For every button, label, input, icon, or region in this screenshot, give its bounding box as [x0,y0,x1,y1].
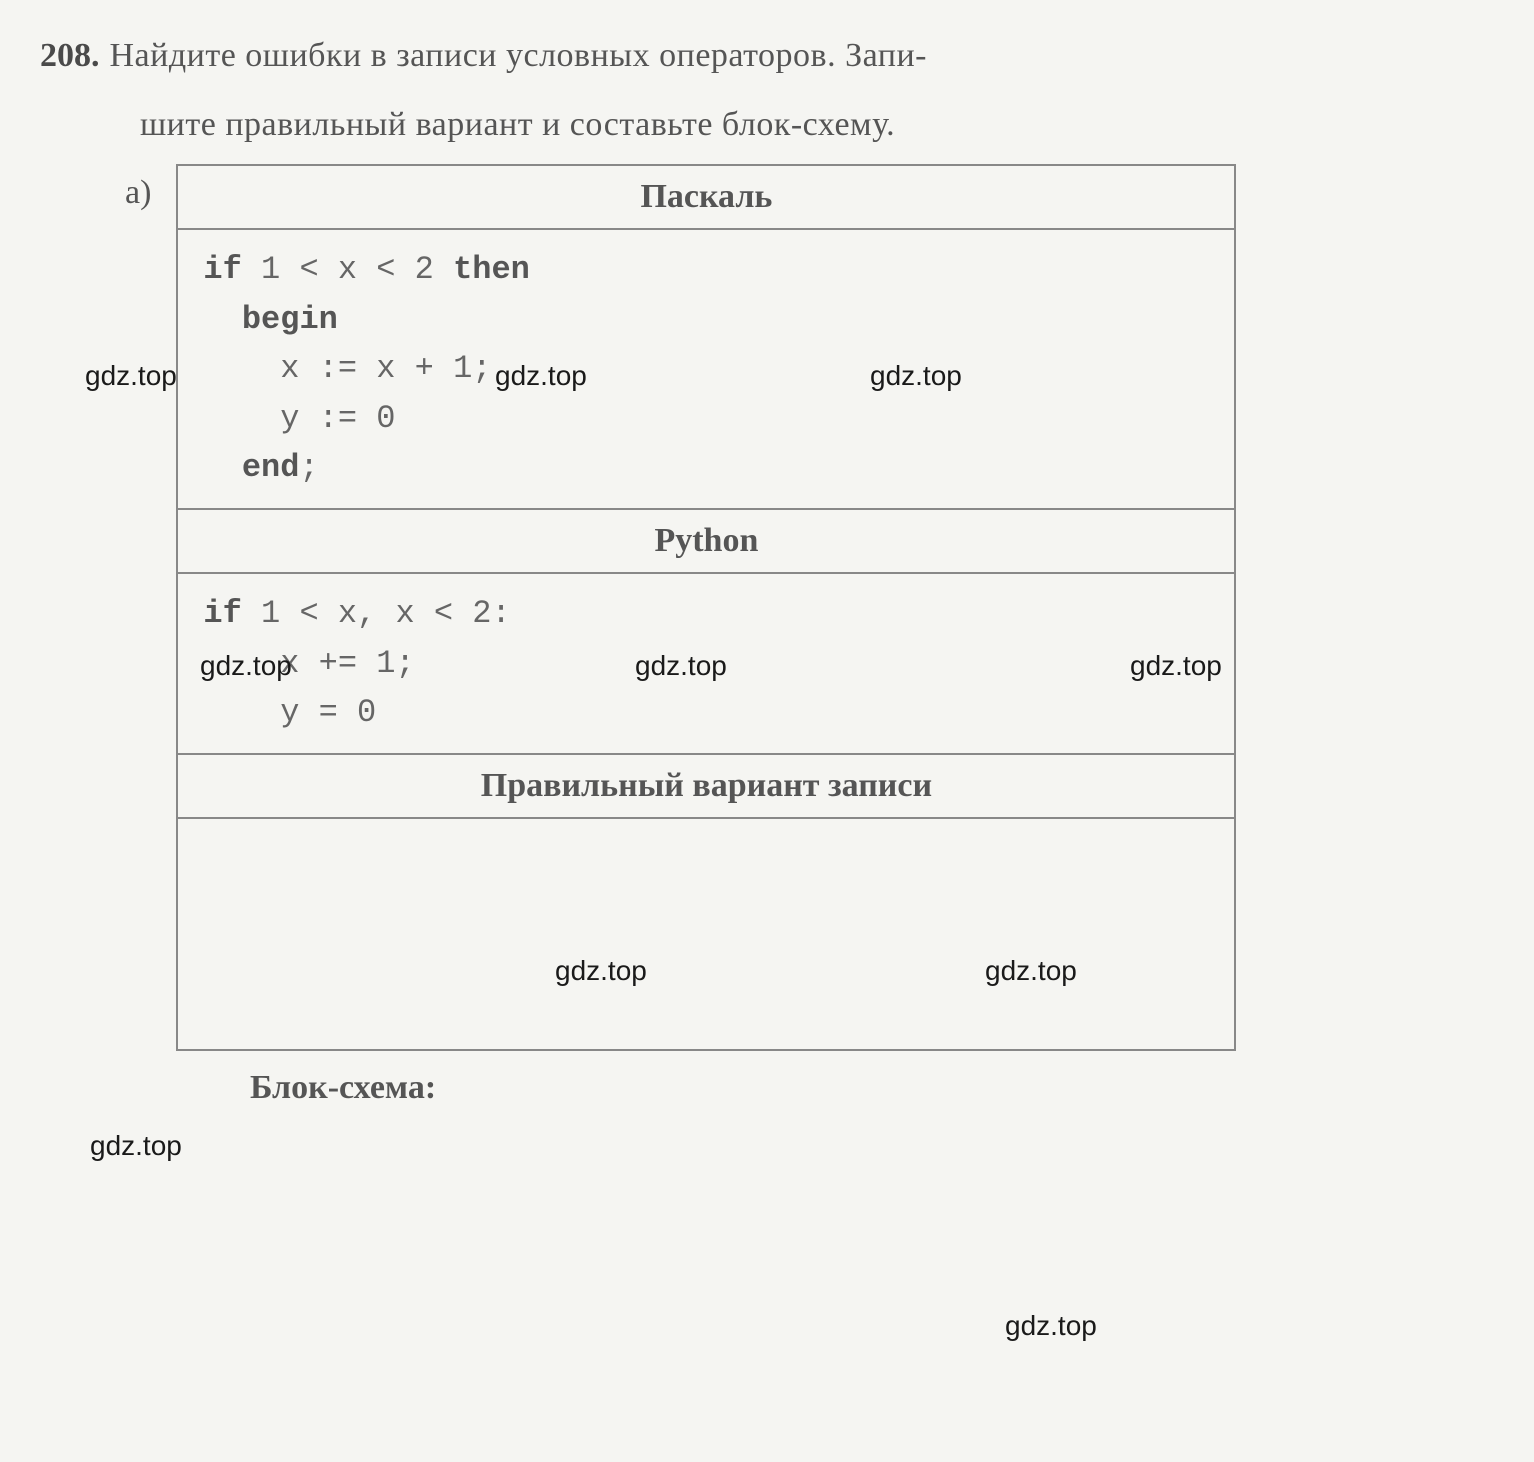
python-section: Python if 1 < x, x < 2: x += 1; y = 0 [178,510,1234,755]
code-line: end; [203,443,1209,493]
empty-answer-area [178,819,1234,1049]
task-text-line1: Найдите ошибки в записи условных операто… [110,30,1495,81]
sublabel: а) [125,174,151,212]
task-header: 208. Найдите ошибки в записи условных оп… [40,30,1494,81]
code-line: if 1 < x < 2 then [203,245,1209,295]
task-number: 208. [40,30,100,81]
code-line: y = 0 [203,688,1209,738]
code-line: x += 1; [203,639,1209,689]
code-line: y := 0 [203,394,1209,444]
empty-answer-section [178,819,1234,1051]
block-schema-label: Блок-схема: [250,1069,1494,1107]
correct-section: Правильный вариант записи [178,755,1234,819]
code-line: if 1 < x, x < 2: [203,589,1209,639]
pascal-code: if 1 < x < 2 then begin x := x + 1; y :=… [178,230,1234,508]
watermark: gdz.top [90,1130,182,1162]
task-text-line2: шите правильный вариант и составьте блок… [140,106,1494,144]
pascal-section: Паскаль if 1 < x < 2 then begin x := x +… [178,166,1234,510]
code-line: begin [203,295,1209,345]
content-row: а) Паскаль if 1 < x < 2 then begin x := … [40,164,1494,1051]
watermark: gdz.top [1005,1310,1097,1342]
python-code: if 1 < x, x < 2: x += 1; y = 0 [178,574,1234,753]
pascal-header: Паскаль [178,166,1234,230]
python-header: Python [178,510,1234,574]
correct-header: Правильный вариант записи [178,755,1234,817]
table-container: Паскаль if 1 < x < 2 then begin x := x +… [176,164,1236,1051]
code-line: x := x + 1; [203,344,1209,394]
